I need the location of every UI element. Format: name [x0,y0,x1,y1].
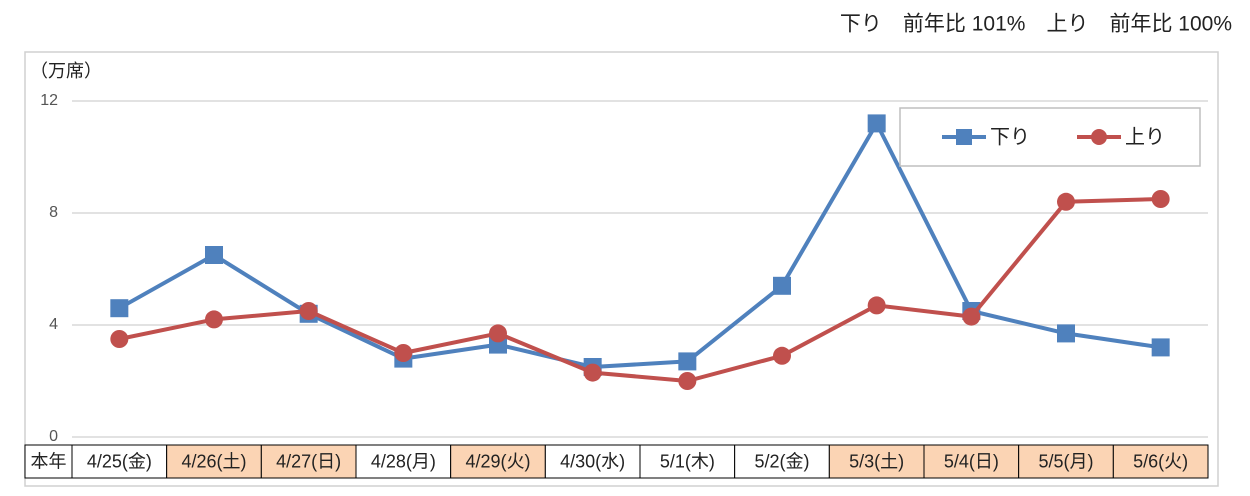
data-point [1057,192,1075,211]
series-line [118,197,1161,383]
y-tick-label: 8 [49,204,58,221]
y-tick-label: 0 [49,428,58,445]
data-point [205,246,223,264]
x-tick-label: 5/6(火) [1133,451,1188,471]
x-tick-label: 4/28(月) [371,451,436,471]
x-tick-label: 5/2(金) [754,451,809,471]
category-cell [639,444,736,479]
category-cell [828,444,925,479]
y-axis-label: （万席） [30,61,102,81]
x-tick-label: 5/3(土) [849,451,904,471]
data-point [773,346,791,365]
data-point [583,363,602,382]
data-point [110,299,129,318]
legend-marker [956,129,972,145]
data-point [773,276,791,295]
data-point [110,330,129,348]
x-tick-label: 4/27(日) [276,451,341,471]
category-cell [1112,444,1209,479]
data-point [299,302,318,320]
x-tick-label: 5/1(木) [660,451,715,471]
row-label-cell [24,444,73,479]
data-point [1151,190,1170,208]
data-point [678,352,697,371]
category-cell [1018,444,1114,479]
legend-marker [1091,129,1107,145]
data-point [1151,338,1170,357]
x-tick-label: 4/25(金) [87,451,152,471]
data-point [867,114,886,133]
x-tick-label: 5/4(日) [944,451,999,471]
legend-label: 上り [1125,125,1165,148]
category-cell [734,444,830,479]
data-point [678,372,697,390]
x-tick-label: 4/29(火) [465,451,530,471]
series-line [118,121,1161,369]
row-label: 本年 [31,451,67,471]
x-tick-label: 4/30(水) [560,451,625,471]
legend-label: 下り [990,126,1030,148]
y-tick-label: 12 [40,92,58,109]
y-tick-label: 4 [49,316,58,333]
category-cell [166,444,262,479]
data-point [394,344,413,362]
category-cell [71,444,168,479]
data-point [489,324,507,343]
annotation: 下り 前年比 101% 上り 前年比 100% [840,13,1232,36]
x-tick-label: 4/26(土) [181,451,246,471]
x-tick-label: 5/5(月) [1038,451,1093,471]
data-point [867,296,886,315]
data-point [962,307,981,326]
category-cell [355,444,452,479]
data-point [205,310,223,329]
data-point [1057,324,1075,343]
category-cell [923,444,1020,479]
